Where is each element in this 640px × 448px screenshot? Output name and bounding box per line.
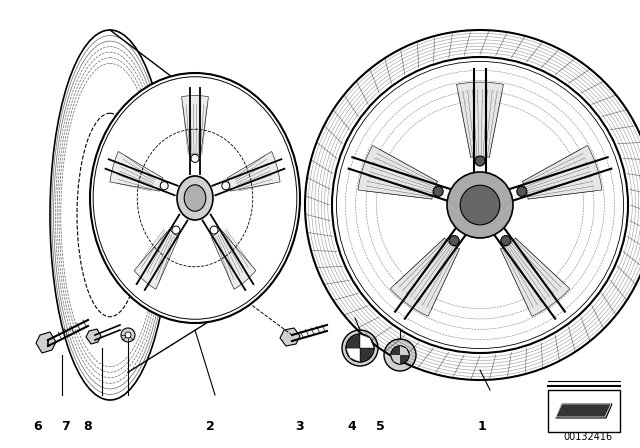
Ellipse shape [177,176,213,220]
Circle shape [121,328,135,342]
Polygon shape [400,355,409,364]
Polygon shape [182,95,209,155]
Ellipse shape [90,73,300,323]
Bar [548,390,620,432]
Text: 2: 2 [205,419,214,432]
Circle shape [342,330,378,366]
Text: 6: 6 [34,419,42,432]
Text: 5: 5 [376,419,385,432]
Polygon shape [134,229,179,289]
Circle shape [191,155,199,162]
Circle shape [125,332,131,338]
Polygon shape [280,328,300,346]
Polygon shape [400,346,409,355]
Circle shape [222,182,230,190]
Circle shape [460,185,500,225]
Polygon shape [86,329,101,344]
Polygon shape [227,151,280,191]
Polygon shape [390,238,460,316]
Text: 7: 7 [61,419,69,432]
Polygon shape [500,238,570,316]
Circle shape [210,226,218,234]
Circle shape [391,346,409,364]
Polygon shape [360,348,374,362]
Text: 00132416: 00132416 [563,432,612,442]
Circle shape [501,236,511,246]
Circle shape [447,172,513,238]
Text: 3: 3 [296,419,304,432]
Text: 8: 8 [84,419,92,432]
Polygon shape [346,348,360,362]
Circle shape [517,186,527,196]
Circle shape [172,226,180,234]
Polygon shape [346,334,360,348]
Polygon shape [522,146,602,199]
Text: 1: 1 [477,419,486,432]
Circle shape [160,182,168,190]
Ellipse shape [184,185,206,211]
Circle shape [449,236,459,246]
Polygon shape [391,346,400,355]
Polygon shape [211,229,256,289]
Circle shape [475,156,485,166]
Polygon shape [556,404,612,418]
Polygon shape [110,151,163,191]
Circle shape [346,334,374,362]
Polygon shape [358,146,438,199]
Polygon shape [360,334,374,348]
Polygon shape [391,355,400,364]
Text: 4: 4 [348,419,356,432]
Circle shape [433,186,443,196]
Circle shape [332,57,628,353]
Circle shape [384,339,416,371]
Polygon shape [456,82,504,158]
Polygon shape [36,332,56,353]
